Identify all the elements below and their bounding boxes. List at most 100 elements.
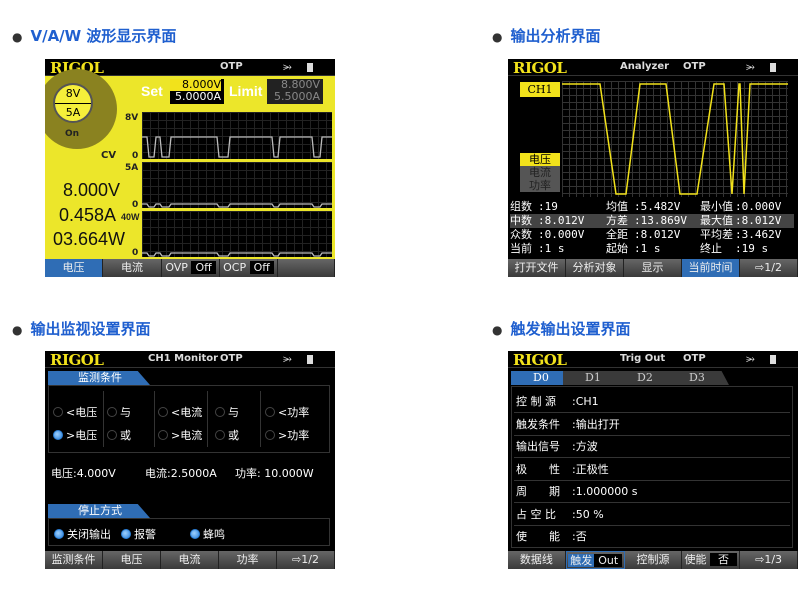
- heading-monitor: ● 输出监视设置界面: [12, 320, 151, 338]
- limit-box[interactable]: 8.800V 5.5000A: [267, 79, 323, 104]
- row-value: :CH1: [572, 395, 599, 408]
- select-current[interactable]: 电流: [520, 166, 560, 179]
- softkey-bar: 电压 电流 OVP Off OCP Off: [45, 259, 335, 277]
- option-label: 与: [120, 406, 131, 419]
- row-label: 输出信号: [516, 440, 560, 453]
- current-graph: [142, 162, 332, 208]
- row-label: 控 制 源: [516, 395, 556, 408]
- stat-label: 均值: [606, 200, 628, 213]
- trig-row[interactable]: 触发条件:输出打开: [514, 414, 790, 436]
- stat-value: :13.869V: [634, 214, 687, 227]
- softkey-voltage[interactable]: 电压: [103, 551, 161, 569]
- stop-beep[interactable]: 蜂鸣: [190, 526, 225, 542]
- range-circle[interactable]: 8V 5A: [53, 83, 93, 123]
- trig-row[interactable]: 输出信号 :方波: [514, 436, 790, 458]
- power-threshold[interactable]: 功率: 10.000W: [235, 467, 314, 480]
- row-value: :方波: [572, 440, 598, 453]
- stat-label: 平均差: [700, 228, 733, 241]
- trig-row[interactable]: 极 性:正极性: [514, 459, 790, 481]
- radio-icon: [107, 430, 117, 440]
- tab-d2[interactable]: D2: [615, 371, 677, 385]
- softkey-bar: 打开文件 分析对象 显示 当前时间 ⇨1/2: [508, 259, 798, 277]
- row-label: 占 空 比: [516, 507, 556, 521]
- option-<电流[interactable]: <电流: [158, 404, 202, 420]
- stats-row: 组数:19 均值:5.482V 最小值:0.000V: [510, 200, 794, 214]
- stop-box: [48, 518, 330, 546]
- analyzer-graph: [562, 81, 788, 197]
- option-或[interactable]: 或: [107, 427, 131, 443]
- softkey-control-source[interactable]: 控制源: [625, 551, 683, 569]
- softkey-current-time[interactable]: 当前时间: [682, 259, 740, 277]
- set-label: Set: [141, 83, 163, 99]
- row-value: :输出打开: [572, 417, 620, 431]
- option-label: 或: [120, 429, 131, 442]
- power-readout: 03.664W: [53, 229, 126, 249]
- option-或[interactable]: 或: [215, 427, 239, 443]
- tab-d3[interactable]: D3: [667, 371, 729, 385]
- softkey-bar: 监测条件 电压 电流 功率 ⇨1/2: [45, 551, 335, 569]
- status-bar: RIGOL CH1 Monitor OTP ⭃: [45, 351, 335, 369]
- voltage-threshold[interactable]: 电压:4.000V: [51, 467, 116, 480]
- otp-indicator: OTP: [220, 353, 243, 364]
- softkey-enable[interactable]: 使能 否: [682, 551, 741, 569]
- rigol-logo: RIGOL: [50, 351, 104, 369]
- tab-monitor-condition[interactable]: 监测条件: [48, 371, 150, 385]
- option->电流[interactable]: >电流: [158, 427, 202, 443]
- radio-icon: [53, 407, 63, 417]
- channel-label[interactable]: CH1: [520, 82, 560, 97]
- tab-d0[interactable]: D0: [511, 371, 573, 385]
- trig-row[interactable]: 控 制 源 :CH1: [514, 391, 790, 413]
- option-与[interactable]: 与: [107, 404, 131, 420]
- radio-checked-icon: [190, 529, 200, 539]
- softkey-voltage[interactable]: 电压: [45, 259, 103, 277]
- softkey-current[interactable]: 电流: [103, 259, 162, 277]
- divider: [154, 391, 155, 447]
- softkey-current[interactable]: 电流: [161, 551, 219, 569]
- softkey-display[interactable]: 显示: [624, 259, 682, 277]
- output-state: On: [65, 129, 80, 139]
- softkey-data-line[interactable]: 数据线: [508, 551, 566, 569]
- option-<功率[interactable]: <功率: [265, 404, 309, 420]
- usb-icon: ⭃: [283, 352, 292, 365]
- axis-zero: 0: [132, 200, 139, 210]
- tab-d1[interactable]: D1: [563, 371, 625, 385]
- screen-title: Analyzer: [620, 61, 670, 72]
- softkey-ovp[interactable]: OVP Off: [162, 259, 220, 277]
- softkey-next-page[interactable]: ⇨1/3: [740, 551, 798, 569]
- set-box[interactable]: 8.000V 5.0000A: [170, 79, 224, 104]
- softkey-next-page[interactable]: ⇨1/2: [277, 551, 335, 569]
- softkey-trigger[interactable]: 触发 Out: [565, 551, 625, 569]
- softkey-analyze-target[interactable]: 分析对象: [566, 259, 624, 277]
- softkey-open-file[interactable]: 打开文件: [508, 259, 566, 277]
- screen-title: Trig Out: [620, 353, 666, 364]
- trig-row[interactable]: 使 能:否: [514, 526, 790, 548]
- select-voltage[interactable]: 电压: [520, 153, 560, 166]
- stop-close-output[interactable]: 关闭输出: [54, 526, 111, 542]
- current-readout: 0.458A: [59, 205, 117, 225]
- softkey-ocp[interactable]: OCP Off: [220, 259, 278, 277]
- stat-value: :8.012V: [634, 228, 681, 241]
- softkey-monitor-condition[interactable]: 监测条件: [45, 551, 103, 569]
- current-trace: [142, 203, 332, 208]
- option-label: 与: [228, 406, 239, 419]
- heading-trig: ● 触发输出设置界面: [492, 320, 631, 338]
- option-与[interactable]: 与: [215, 404, 239, 420]
- stats-row: 当前:1 s 起始:1 s 终止:19 s: [510, 242, 794, 256]
- option-<电压[interactable]: <电压: [53, 404, 97, 420]
- softkey-next-page[interactable]: ⇨1/2: [740, 259, 798, 277]
- row-value: :否: [572, 530, 587, 543]
- otp-indicator: OTP: [220, 61, 243, 72]
- trig-row[interactable]: 周 期:1.000000 s: [514, 481, 790, 503]
- stat-value: :0.000V: [538, 228, 585, 241]
- softkey-power[interactable]: 功率: [219, 551, 277, 569]
- tab-stop-mode[interactable]: 停止方式: [48, 504, 150, 518]
- select-power[interactable]: 功率: [520, 179, 560, 192]
- trig-row[interactable]: 占 空 比:50 %: [514, 504, 790, 526]
- axis-w-max: 40W: [121, 212, 140, 222]
- current-threshold[interactable]: 电流:2.5000A: [145, 467, 217, 480]
- option->功率[interactable]: >功率: [265, 427, 309, 443]
- softkey-empty[interactable]: [278, 259, 335, 277]
- stop-alarm[interactable]: 报警: [121, 526, 156, 542]
- stat-value: :1 s: [538, 242, 565, 255]
- option->电压[interactable]: >电压: [53, 427, 97, 443]
